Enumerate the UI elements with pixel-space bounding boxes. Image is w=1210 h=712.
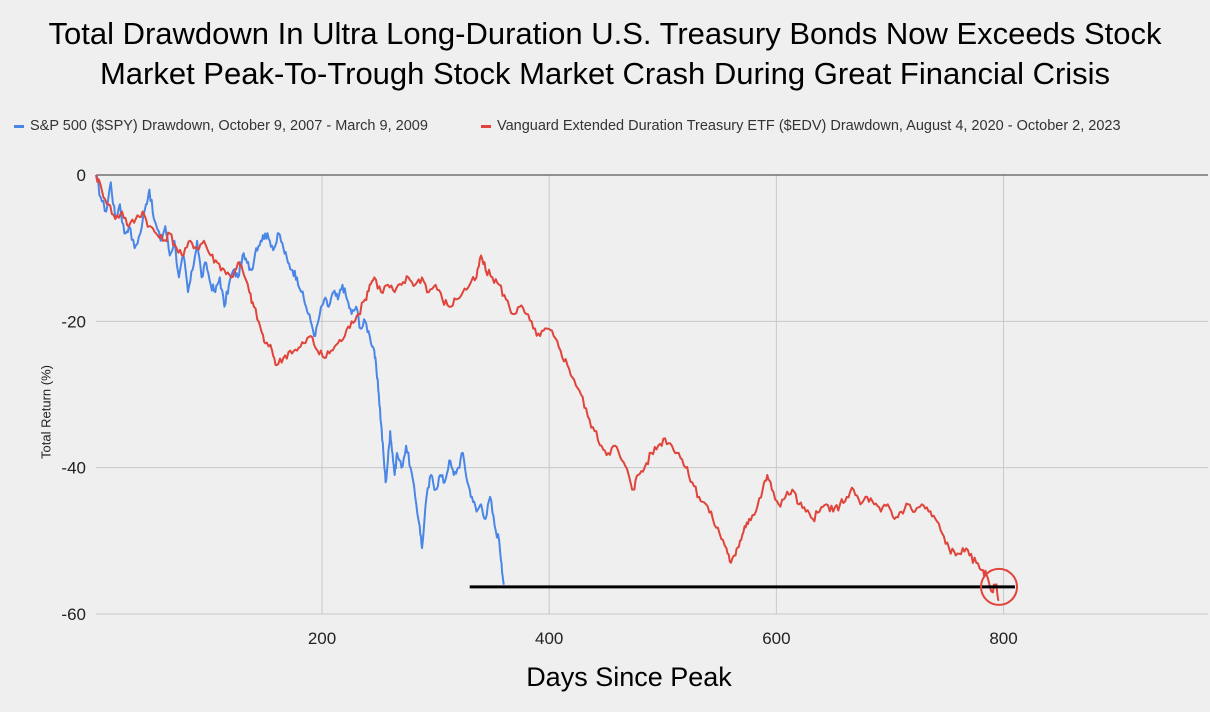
y-tick-label: -40 [61, 459, 86, 478]
legend-label-edv: Vanguard Extended Duration Treasury ETF … [497, 118, 1121, 134]
chart-title-line-1: Total Drawdown In Ultra Long-Duration U.… [48, 16, 1162, 51]
annotation-circle [980, 567, 1019, 606]
chart-legend: S&P 500 ($SPY) Drawdown, October 9, 2007… [14, 118, 1204, 138]
y-tick-label: 0 [77, 166, 86, 185]
legend-item-edv: Vanguard Extended Duration Treasury ETF … [481, 118, 1121, 134]
legend-swatch-spy [14, 124, 24, 128]
x-tick-label: 400 [535, 629, 563, 648]
x-tick-label: 600 [762, 629, 790, 648]
x-tick-label: 800 [989, 629, 1017, 648]
chart-title: Total Drawdown In Ultra Long-Duration U.… [0, 14, 1210, 94]
legend-swatch-edv [481, 124, 491, 128]
legend-label-spy: S&P 500 ($SPY) Drawdown, October 9, 2007… [30, 118, 428, 134]
chart-title-line-2: Market Peak-To-Trough Stock Market Crash… [99, 56, 1111, 91]
legend-item-spy: S&P 500 ($SPY) Drawdown, October 9, 2007… [14, 118, 428, 134]
series-line-edv [95, 174, 1000, 601]
x-tick-label: 200 [308, 629, 336, 648]
x-axis-label: Days Since Peak [526, 662, 732, 692]
y-tick-label: -60 [61, 605, 86, 624]
y-tick-label: -20 [61, 312, 86, 331]
